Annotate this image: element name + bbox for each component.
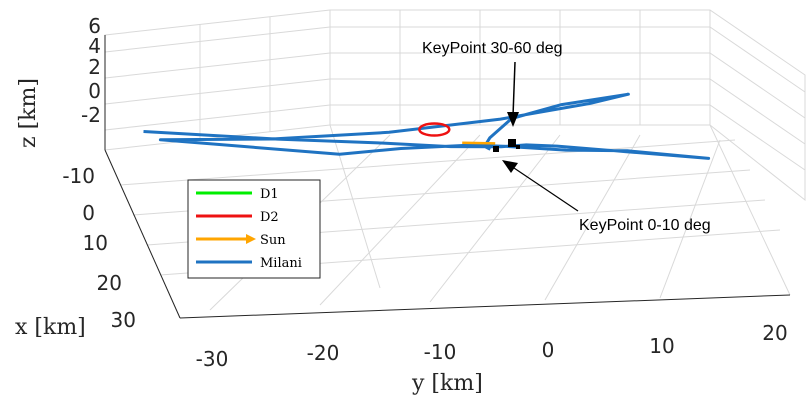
x-tick-label: 10 <box>83 231 108 255</box>
annotation-keypoint-0-10: KeyPoint 0-10 deg <box>502 160 711 234</box>
keypoint-marker-30-60 <box>508 139 516 147</box>
z-tick-label: 0 <box>88 79 101 103</box>
annotation-text-30-60: KeyPoint 30-60 deg <box>422 40 563 57</box>
z-axis-label: z [km] <box>16 78 41 148</box>
x-tick-label: 30 <box>111 308 136 332</box>
legend-label-d2: D2 <box>260 210 279 225</box>
y-tick-label: 10 <box>649 334 674 358</box>
y-tick-label: -20 <box>307 341 340 365</box>
keypoint-markers <box>493 139 520 152</box>
x-tick-label: -10 <box>62 164 95 188</box>
annotation-arrow-0-10 <box>513 167 579 212</box>
series-d2-ring <box>418 122 451 137</box>
axes <box>104 35 791 319</box>
legend-arrowhead-sun <box>246 234 256 244</box>
y-tick-label: 20 <box>762 321 787 345</box>
annotation-keypoint-30-60: KeyPoint 30-60 deg <box>422 40 563 127</box>
annotation-arrowhead-0-10 <box>502 160 518 173</box>
y-tick-label: 0 <box>542 338 555 362</box>
legend: D1 D2 Sun Milani <box>187 179 321 279</box>
series <box>143 92 711 160</box>
z-tick-label: 6 <box>88 14 101 38</box>
x-tick-label: 20 <box>97 271 122 295</box>
y-tick-label: -30 <box>196 347 229 371</box>
z-tick-label: 4 <box>88 34 101 58</box>
legend-label-milani: Milani <box>260 256 302 271</box>
y-tick-label: -10 <box>424 340 457 364</box>
annotation-text-0-10: KeyPoint 0-10 deg <box>579 217 711 234</box>
y-axis-label: y [km] <box>411 371 483 396</box>
legend-label-d1: D1 <box>260 187 279 202</box>
z-tick-label: -2 <box>81 103 101 127</box>
keypoint-marker-0-10 <box>493 146 499 152</box>
x-tick-label: 0 <box>82 201 95 225</box>
annotation-arrow-30-60 <box>512 61 516 117</box>
legend-box <box>187 179 321 279</box>
z-tick-label: 2 <box>88 55 101 79</box>
annotation-arrowhead-30-60 <box>507 112 519 127</box>
series-milani-line <box>143 92 711 160</box>
keypoint-marker-small <box>516 145 520 149</box>
legend-label-sun: Sun <box>260 233 286 248</box>
series-sun-line <box>462 141 496 145</box>
x-axis-label: x [km] <box>15 315 86 340</box>
